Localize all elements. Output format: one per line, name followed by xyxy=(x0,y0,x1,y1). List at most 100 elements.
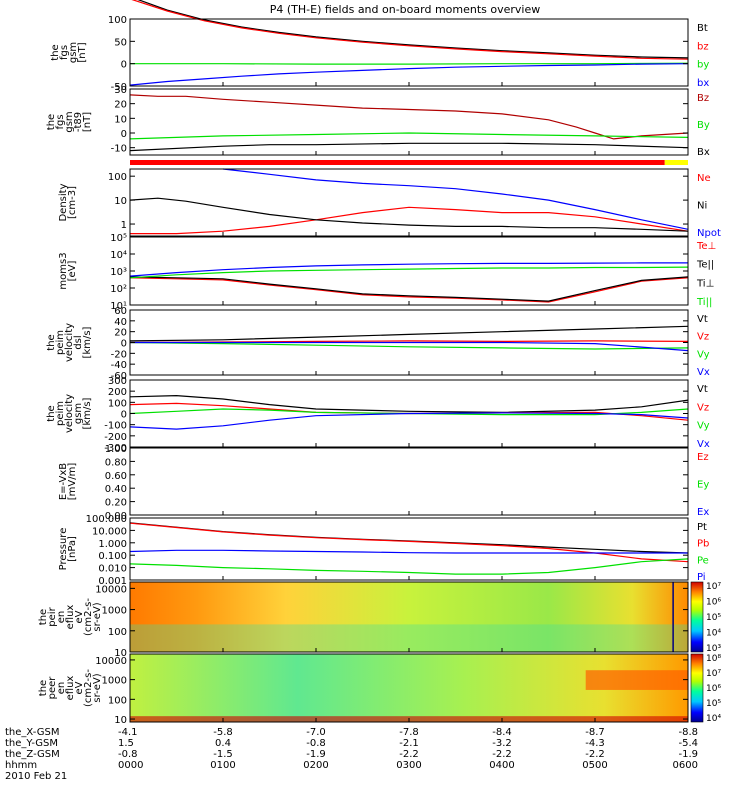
footer-value: -0.8 xyxy=(118,749,138,760)
y-tick-label: -100 xyxy=(104,421,127,432)
legend-entry: Bz xyxy=(697,93,709,104)
y-tick-label: 10.000 xyxy=(92,526,127,537)
legend-entry: Te⊥ xyxy=(696,241,716,252)
series-line-Bz xyxy=(129,94,689,140)
footer-value: -4.1 xyxy=(118,727,138,738)
footer-row-label: the_Z-GSM xyxy=(5,749,60,760)
y-axis-label-line: (cm2-s- xyxy=(83,669,94,707)
footer-value: -5.4 xyxy=(678,738,698,749)
y-axis-label-line: [cm-3] xyxy=(67,186,78,219)
y-tick-label: 10¹ xyxy=(110,301,127,312)
footer-value: 0300 xyxy=(396,760,421,771)
y-tick-label: 100 xyxy=(108,172,127,183)
y-tick-label: 300 xyxy=(108,376,127,387)
footer-value: -1.9 xyxy=(306,749,326,760)
footer-value: -2.1 xyxy=(399,738,419,749)
series-line-by xyxy=(130,62,689,65)
y-axis-label-line: peir xyxy=(47,606,58,626)
y-axis-label-line: Pressure xyxy=(58,528,69,571)
series-line-Bx xyxy=(129,142,689,152)
y-axis-label: thepeerenefluxeV(cm2-s-sr-eV) xyxy=(38,669,103,707)
y-tick-label: 50 xyxy=(114,37,127,48)
panel-4: 10⁵ 10⁴ 10³ 10² 10¹ moms3[eV] Te⊥ Te|| Ti⊥ Ti|| xyxy=(58,233,716,312)
footer-value: 0600 xyxy=(673,760,698,771)
legend-entry: Pt xyxy=(697,522,707,533)
y-tick-label: 10 xyxy=(114,114,127,125)
series-line-Pi xyxy=(129,549,688,554)
footer-value: -3.2 xyxy=(492,738,512,749)
series-line-Vt xyxy=(129,394,689,414)
y-tick-label: 10 xyxy=(114,648,127,659)
footer-value: 0.4 xyxy=(215,738,231,749)
y-tick-label: 10 xyxy=(114,715,127,726)
y-axis-label-line: sr-eV) xyxy=(92,673,103,702)
series-line-Ti|| xyxy=(129,266,689,279)
legend-entry: bz xyxy=(697,41,709,52)
y-axis-label-line: [nPa] xyxy=(67,536,78,562)
series-line-Pe xyxy=(129,558,689,575)
status-bar-yellow xyxy=(664,160,688,165)
footer-value: 0500 xyxy=(582,760,607,771)
legend-entry: Pi xyxy=(697,572,706,583)
series-line-Te⊥ xyxy=(129,277,689,303)
y-tick-label: 1.00 xyxy=(105,444,127,455)
y-axis-label-line: [mV/m] xyxy=(67,463,78,501)
panel-9: 10⁷ 10⁶ 10⁵ 10⁴ 10³ 10000 1000 100 10 thepeirenef… xyxy=(38,581,721,659)
series-line-Bt xyxy=(137,0,689,59)
legend-entry: Vx xyxy=(697,439,710,450)
series-line-Npot xyxy=(222,168,689,230)
series-line-Ni xyxy=(129,197,689,232)
y-axis-label-line: dsl xyxy=(73,335,84,349)
footer-value: -8.8 xyxy=(678,727,698,738)
y-tick-label: 20 xyxy=(114,328,127,339)
legend-entry: Ti⊥ xyxy=(696,278,714,289)
y-tick-label: 10² xyxy=(110,284,127,295)
footer-value: -8.7 xyxy=(585,727,605,738)
legend-entry: Bx xyxy=(697,147,710,158)
y-axis-label: thefgsgsm[nT] xyxy=(50,42,88,63)
series-line-Vx xyxy=(130,341,689,352)
footer-value: -8.4 xyxy=(492,727,512,738)
legend-entry: Ez xyxy=(697,452,709,463)
y-axis-label-line: gsm xyxy=(64,111,75,132)
legend-entry: Ex xyxy=(697,507,709,518)
legend-entry: Pb xyxy=(697,539,709,550)
y-tick-label: 0.80 xyxy=(105,457,127,468)
panel-frame xyxy=(129,517,689,581)
colorbar-tick-label: 10⁷ xyxy=(706,582,721,592)
y-axis-label-line: E=-VxB xyxy=(58,463,69,500)
footer-value: 0400 xyxy=(489,760,514,771)
footer-value: -1.9 xyxy=(678,749,698,760)
legend-entry: Pe xyxy=(697,555,709,566)
y-axis-label-line: [eV] xyxy=(67,261,78,282)
footer-value: -4.3 xyxy=(585,738,605,749)
series-line-Te|| xyxy=(129,276,689,302)
y-tick-label: 0.010 xyxy=(98,564,127,575)
y-axis-label-line: fgs xyxy=(55,114,66,129)
footer-value: 0200 xyxy=(303,760,328,771)
footer-value: -1.5 xyxy=(213,749,233,760)
legend-entry: Ey xyxy=(697,480,709,491)
y-tick-label: 0.00 xyxy=(105,511,127,522)
y-tick-label: -60 xyxy=(111,371,127,382)
y-axis-label-line: the xyxy=(46,405,57,421)
series-line-Vt xyxy=(129,325,689,342)
legend-entry: Npot xyxy=(697,228,721,239)
y-axis-label-line: gsm xyxy=(73,403,84,424)
y-tick-label: 1000 xyxy=(102,676,127,687)
footer-value: 1.5 xyxy=(118,738,134,749)
y-axis-label-line: (cm2-s- xyxy=(83,598,94,636)
y-axis-label: thepeimvelocitydsl[km/s] xyxy=(46,323,93,362)
y-tick-label: -40 xyxy=(111,360,127,371)
y-tick-label: 0.40 xyxy=(105,484,127,495)
y-tick-label: 0 xyxy=(121,60,127,71)
y-axis-label-line: velocity xyxy=(64,394,75,433)
y-axis-label: Density[cm-3] xyxy=(58,183,78,221)
y-axis-label: thefgsgsm-t89[nT] xyxy=(46,111,93,132)
y-axis-label-line: [nT] xyxy=(82,112,93,132)
y-tick-label: 100.000 xyxy=(86,514,127,525)
footer-row-label: the_X-GSM xyxy=(5,727,59,738)
legend-entry: Te|| xyxy=(696,260,714,271)
